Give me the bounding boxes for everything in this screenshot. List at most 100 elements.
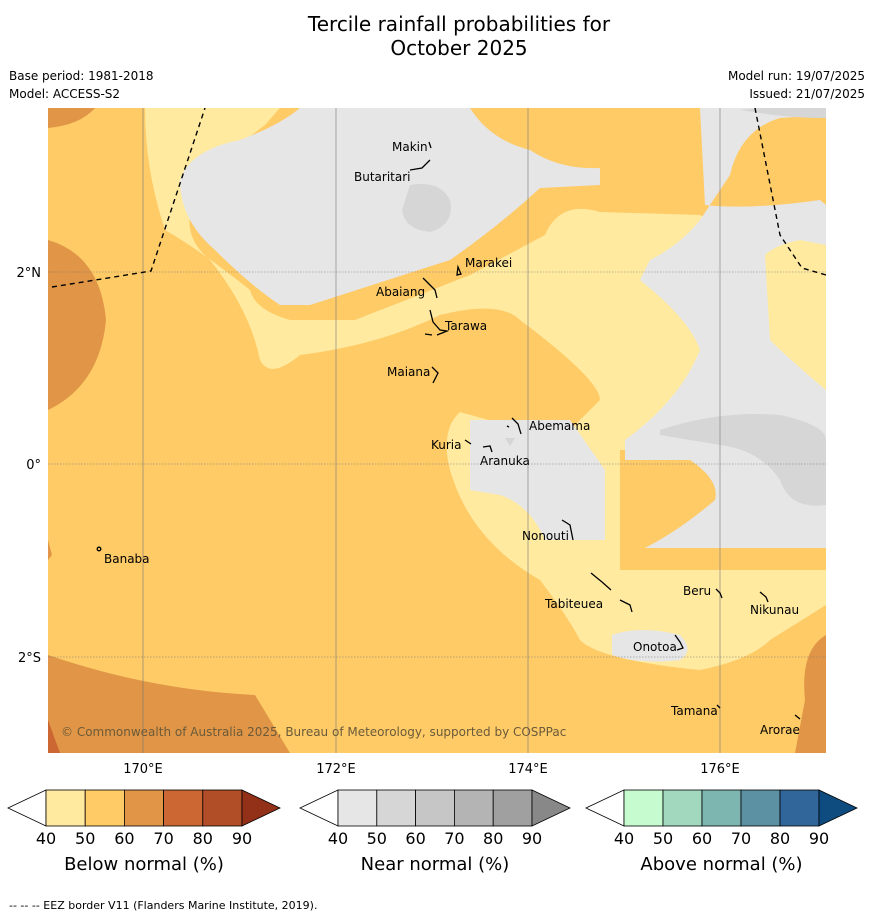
colorbar-segment <box>202 789 243 827</box>
island-nikunau <box>759 591 769 603</box>
island-kuria <box>464 439 472 445</box>
colorbar-segment <box>415 789 455 827</box>
below-60-70-nw <box>48 108 95 128</box>
colorbar-tick-label: 80 <box>483 829 503 848</box>
title-line-2: October 2025 <box>390 36 528 60</box>
island-maiana <box>431 366 439 384</box>
island-abemama <box>506 417 522 435</box>
below-60-70-west-edge <box>48 540 52 560</box>
near-50-60-east <box>660 414 826 506</box>
colorbar-min-extend <box>7 789 47 827</box>
island-arorae <box>794 714 801 720</box>
title-line-1: Tercile rainfall probabilities for <box>307 12 611 36</box>
model-run: Model run: 19/07/2025 <box>727 69 865 83</box>
island-tarawa <box>424 309 450 336</box>
colorbar-1: 40 50 60 70 80 90 Below normal (%) <box>7 789 281 875</box>
colorbar-tick-label: 90 <box>809 829 829 848</box>
map-title: Tercile rainfall probabilities for Octob… <box>0 12 873 60</box>
colorbar-tick-label: 60 <box>692 829 712 848</box>
eez-border-west <box>51 108 206 288</box>
label-makin: Makin <box>392 140 428 154</box>
colorbar-segment <box>623 789 664 827</box>
island-tamana <box>716 704 721 709</box>
colorbar-tick-label: 40 <box>328 829 348 848</box>
colorbar-tick-label: 40 <box>614 829 634 848</box>
label-aranuka: Aranuka <box>480 454 530 468</box>
label-tabiteuea: Tabiteuea <box>544 597 603 611</box>
colorbar-segment <box>337 789 378 827</box>
map-area: Makin Butaritari Marakei Abaiang Tarawa … <box>48 108 826 753</box>
copyright-notice: © Commonwealth of Australia 2025, Bureau… <box>61 725 566 739</box>
below-60-70-sw <box>48 655 290 753</box>
label-arorae: Arorae <box>760 723 800 737</box>
label-tarawa: Tarawa <box>444 319 487 333</box>
eez-borders <box>51 108 826 288</box>
island-aranuka <box>482 445 493 453</box>
colorbar-max-extend <box>241 789 281 827</box>
colorbar-segment <box>662 789 703 827</box>
label-marakei: Marakei <box>465 256 512 270</box>
below-60-70-west <box>48 240 106 410</box>
lon-label-174: 174°E <box>508 762 548 777</box>
label-banaba: Banaba <box>104 552 150 566</box>
label-abaiang: Abaiang <box>376 285 425 299</box>
base-period: Base period: 1981-2018 <box>9 69 154 83</box>
label-nonouti: Nonouti <box>522 529 569 543</box>
colorbar-tick-label: 80 <box>193 829 213 848</box>
label-kuria: Kuria <box>431 438 462 452</box>
colorbar-segment <box>45 789 86 827</box>
colorbar-tick-label: 90 <box>232 829 252 848</box>
label-maiana: Maiana <box>387 365 430 379</box>
label-abemama: Abemama <box>529 419 590 433</box>
colorbar-max-extend <box>818 789 858 827</box>
island-makin <box>428 141 432 149</box>
colorbar-max-extend <box>531 789 571 827</box>
colorbar-tick-label: 70 <box>444 829 464 848</box>
colorbar-tick-label: 60 <box>405 829 425 848</box>
colorbar-segment <box>779 789 820 827</box>
island-tabiteuea <box>590 572 633 613</box>
colorbar-tick-label: 70 <box>153 829 173 848</box>
below-70-80-sw <box>48 720 60 753</box>
lat-gridlines <box>48 271 826 658</box>
island-banaba <box>96 546 102 552</box>
meta-right: Model run: 19/07/2025 Issued: 21/07/2025 <box>728 67 865 103</box>
near-40-50-central <box>470 420 605 540</box>
colorbar-tick-label: 90 <box>522 829 542 848</box>
lon-label-170: 170°E <box>123 762 163 777</box>
below-50-60-patch <box>655 485 675 508</box>
label-butaritari: Butaritari <box>354 170 411 184</box>
lat-label-2n: 2°N <box>17 266 42 281</box>
near-50-60-ne <box>740 108 826 118</box>
colorbar-min-extend <box>585 789 625 827</box>
colorbar-segment <box>84 789 125 827</box>
lon-label-176: 176°E <box>700 762 740 777</box>
colorbars: 40 50 60 70 80 90 Below normal (%) 40 50 60 70 80 90… <box>7 789 858 875</box>
model-name: Model: ACCESS-S2 <box>9 87 121 101</box>
colorbar-title: Below normal (%) <box>64 854 224 875</box>
colorbar-tick-label: 60 <box>114 829 134 848</box>
colorbar-segment <box>376 789 416 827</box>
gridlines <box>142 108 721 753</box>
lat-label-2s: 2°S <box>18 651 41 666</box>
near-40-50-north <box>180 108 600 305</box>
near-50-60-north <box>402 184 451 232</box>
meta-left: Base period: 1981-2018 Model: ACCESS-S2 <box>9 67 154 103</box>
colorbar-segment <box>492 789 533 827</box>
eez-border-east <box>754 108 826 276</box>
colorbar-3: 40 50 60 70 80 90 Above normal (%) <box>585 789 858 875</box>
colorbar-2: 40 50 60 70 80 90 Near normal (%) <box>299 789 571 875</box>
colorbar-segment <box>163 789 204 827</box>
colorbar-title: Above normal (%) <box>640 854 802 875</box>
colorbar-segment <box>740 789 781 827</box>
island-nonouti <box>561 519 574 541</box>
colorbar-tick-label: 40 <box>36 829 56 848</box>
below-40-50-band <box>145 108 826 670</box>
label-beru: Beru <box>683 584 711 598</box>
lon-label-172: 172°E <box>316 762 356 777</box>
label-nikunau: Nikunau <box>750 603 799 617</box>
island-beru <box>715 588 723 599</box>
colorbar-tick-label: 80 <box>770 829 790 848</box>
colorbar-tick-label: 50 <box>653 829 673 848</box>
